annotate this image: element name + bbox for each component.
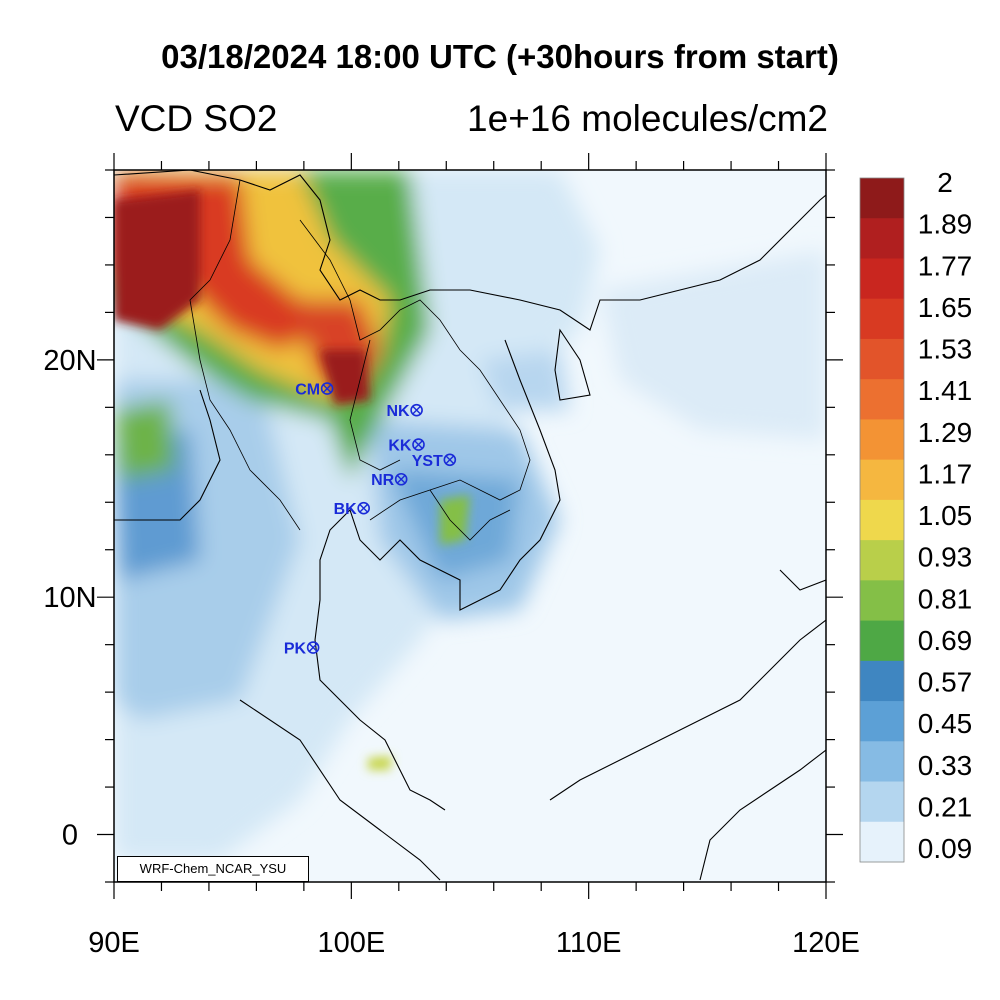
station-cross	[414, 440, 423, 450]
station-marker-icon	[306, 641, 320, 654]
colorbar-label: 0.33	[918, 750, 973, 781]
colorbar-swatch	[860, 660, 904, 702]
colorbar-swatch	[860, 620, 904, 662]
colorbar-swatch	[860, 218, 904, 259]
coastlines	[114, 170, 826, 881]
colorbar-label: 0.93	[918, 542, 973, 573]
colorbar-label: 1.05	[918, 500, 973, 531]
station-marker-icon	[357, 501, 370, 515]
station-marker-icon	[443, 453, 457, 467]
colorbar-swatch	[860, 499, 904, 541]
colorbar-label: 0.21	[918, 791, 973, 822]
station-label: NK	[386, 403, 410, 420]
colorbar: 2 1.89 1.77 1.65 1.53 1.41 1.29 1.17 1.05 0.93 0.8…	[859, 167, 973, 864]
station-marker-icon	[394, 472, 408, 486]
station-label: KK	[388, 438, 412, 455]
colorbar-label: 1.53	[918, 334, 973, 365]
colorbar-label: 1.17	[918, 458, 973, 489]
station-cross	[445, 455, 455, 465]
colorbar-frame	[859, 177, 905, 863]
borders	[189, 179, 531, 541]
station-cm: CM	[295, 382, 334, 399]
station-marker-icon	[410, 403, 423, 417]
colorbar-label: 0.81	[918, 583, 973, 614]
colorbar-swatch	[860, 419, 904, 461]
lon-tick-label: 120E	[792, 927, 860, 959]
colorbar-label: 1.89	[918, 209, 973, 240]
colorbar-swatch	[860, 298, 904, 340]
station-label: NR	[371, 472, 395, 489]
colorbar-label: 2	[937, 167, 953, 198]
lat-tick-label: 0	[62, 820, 78, 852]
colorbar-swatch	[860, 540, 904, 581]
station-cross	[322, 384, 332, 394]
station-nk: NK	[386, 403, 423, 420]
station-yst: YST	[412, 453, 457, 470]
colorbar-label: 1.29	[918, 417, 973, 448]
colorbar-label: 1.77	[918, 250, 973, 281]
so2-field	[114, 170, 826, 882]
colorbar-swatch	[860, 459, 904, 501]
axes: 90E 100E 110E 120E 0 10N 20N	[43, 153, 860, 959]
colorbar-swatch	[860, 258, 904, 300]
station-label: PK	[284, 641, 307, 658]
colorbar-label: 1.41	[918, 375, 973, 406]
model-credit: WRF-Chem_NCAR_YSU	[117, 856, 309, 882]
station-nr: NR	[371, 472, 408, 489]
colorbar-swatch	[860, 701, 904, 742]
colorbar-swatch	[860, 781, 904, 823]
station-pk: PK	[284, 641, 320, 658]
units-title: 1e+16 molecules/cm2	[467, 98, 828, 139]
variable-title: VCD SO2	[115, 98, 278, 139]
chart-title: 03/18/2024 18:00 UTC (+30hours from star…	[161, 38, 839, 75]
station-label: YST	[412, 453, 443, 470]
colorbar-swatch	[860, 580, 904, 622]
station-marker-icon	[320, 382, 334, 395]
station-label: BK	[334, 501, 358, 518]
colorbar-label: 0.57	[918, 667, 973, 698]
lat-tick-label: 20N	[43, 345, 96, 377]
colorbar-swatch	[860, 338, 904, 380]
colorbar-swatch	[860, 821, 904, 863]
lon-tick-label: 90E	[88, 927, 140, 959]
station-marker-icon	[412, 438, 425, 451]
colorbar-swatch	[860, 741, 904, 783]
colorbar-label: 1.65	[918, 292, 973, 323]
station-cross	[396, 474, 406, 484]
colorbar-swatch	[860, 178, 904, 219]
station-cross	[308, 643, 318, 653]
station-cross	[412, 405, 422, 415]
colorbar-label: 0.09	[918, 833, 973, 864]
colorbar-label: 0.69	[918, 625, 973, 656]
station-label: CM	[295, 382, 320, 399]
map-frame	[113, 169, 827, 883]
colorbar-swatch	[860, 379, 904, 420]
lon-tick-label: 100E	[317, 927, 385, 959]
lat-tick-label: 10N	[43, 582, 96, 614]
station-kk: KK	[388, 438, 425, 455]
station-cross	[359, 503, 369, 513]
lon-tick-label: 110E	[556, 927, 622, 959]
colorbar-label: 0.45	[918, 708, 973, 739]
station-bk: BK	[334, 501, 370, 518]
